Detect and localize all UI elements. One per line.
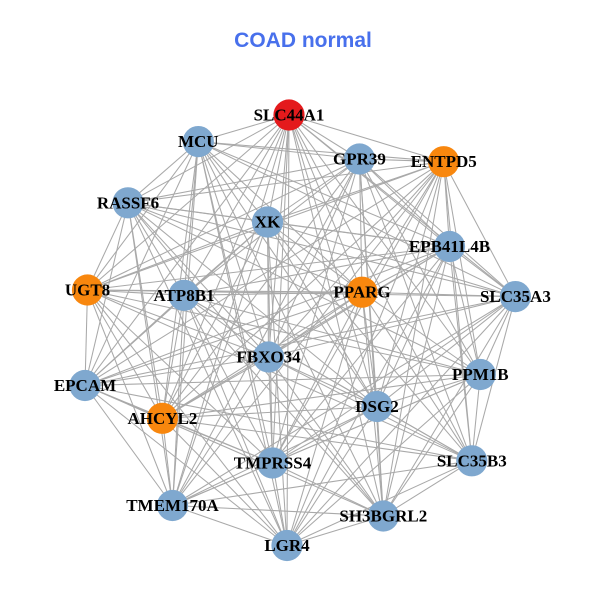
svg-text:AHCYL2: AHCYL2 (127, 409, 197, 428)
svg-text:SH3BGRL2: SH3BGRL2 (339, 507, 427, 526)
svg-text:ATP8B1: ATP8B1 (153, 286, 214, 305)
svg-text:GPR39: GPR39 (333, 150, 386, 169)
svg-text:DSG2: DSG2 (355, 397, 398, 416)
svg-text:EPCAM: EPCAM (54, 376, 116, 395)
svg-text:EPB41L4B: EPB41L4B (409, 237, 490, 256)
svg-text:SLC35A3: SLC35A3 (480, 287, 551, 306)
svg-text:TMPRSS4: TMPRSS4 (234, 454, 312, 473)
svg-text:PPM1B: PPM1B (452, 365, 509, 384)
svg-text:TMEM170A: TMEM170A (126, 496, 219, 515)
svg-text:PPARG: PPARG (333, 283, 390, 302)
svg-text:FBXO34: FBXO34 (236, 348, 301, 367)
svg-text:MCU: MCU (178, 132, 219, 151)
svg-text:SLC44A1: SLC44A1 (254, 106, 325, 125)
svg-text:XK: XK (255, 213, 281, 232)
svg-text:ENTPD5: ENTPD5 (411, 152, 477, 171)
svg-text:LGR4: LGR4 (264, 536, 310, 555)
svg-text:SLC35B3: SLC35B3 (437, 451, 507, 470)
svg-text:COAD normal: COAD normal (234, 29, 372, 52)
svg-text:RASSF6: RASSF6 (97, 193, 159, 212)
svg-text:UGT8: UGT8 (65, 281, 110, 300)
